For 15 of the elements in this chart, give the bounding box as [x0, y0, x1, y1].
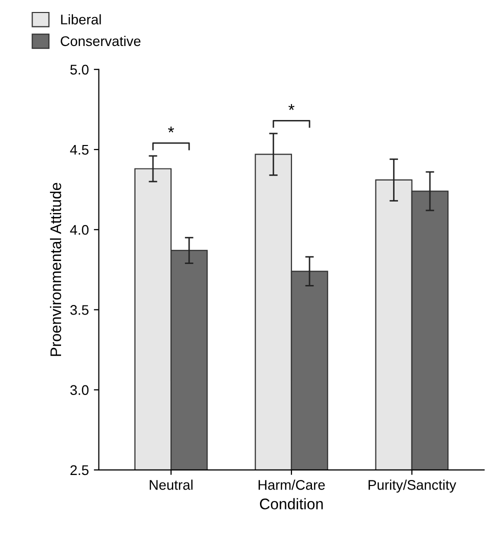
y-tick-label: 5.0 — [70, 64, 89, 75]
y-tick-label: 4.0 — [70, 224, 89, 235]
y-tick-label: 3.5 — [70, 305, 88, 315]
x-tick-label: Neutral — [150, 480, 193, 490]
annotation: * — [168, 126, 174, 132]
y-tick-label: 4.5 — [70, 144, 88, 155]
x-tick-label: Harm/Care — [258, 480, 325, 490]
x-tick-label: Purity/Sanctity — [368, 480, 456, 493]
y-axis-title: Proenvironmental Attitude — [50, 182, 62, 356]
y-tick-label: 2.5 — [70, 465, 88, 476]
legend-label: Liberal — [61, 14, 101, 24]
x-axis-title: Condition — [260, 498, 323, 510]
legend-label: Conservative — [60, 36, 140, 46]
annotation: * — [288, 104, 294, 110]
y-tick-label: 3.0 — [70, 385, 89, 395]
